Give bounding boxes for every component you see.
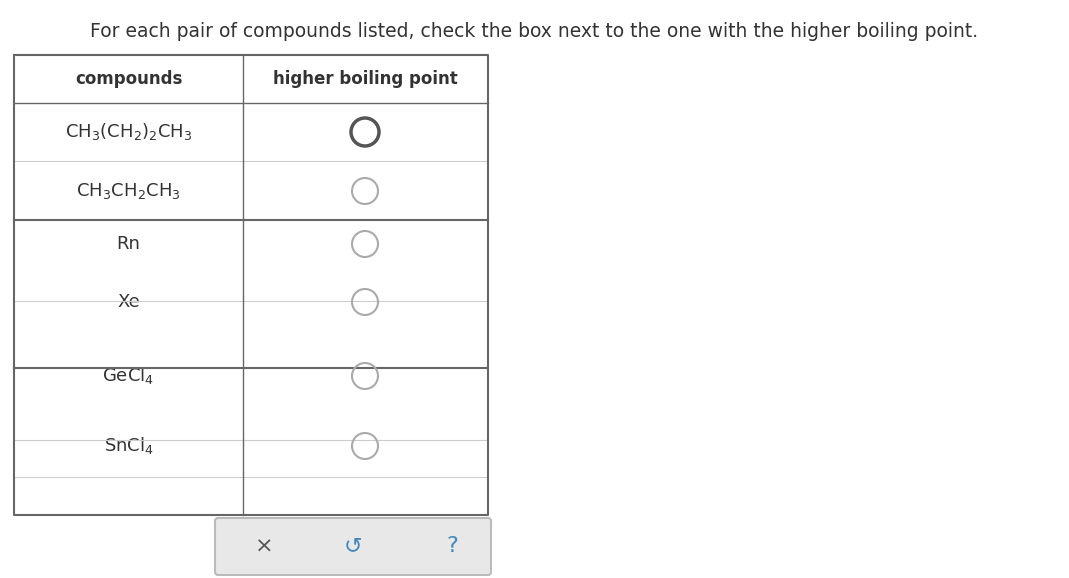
Text: Rn: Rn xyxy=(117,235,140,253)
Text: $\mathregular{CH_3(CH_2)_2CH_3}$: $\mathregular{CH_3(CH_2)_2CH_3}$ xyxy=(65,121,192,143)
Text: Xe: Xe xyxy=(118,293,140,311)
Ellipse shape xyxy=(359,125,371,138)
Text: $\mathregular{GeCl_4}$: $\mathregular{GeCl_4}$ xyxy=(103,365,155,387)
FancyBboxPatch shape xyxy=(215,518,491,575)
Text: higher boiling point: higher boiling point xyxy=(273,70,458,88)
Text: $\mathregular{SnCl_4}$: $\mathregular{SnCl_4}$ xyxy=(104,435,154,457)
Text: ?: ? xyxy=(446,536,458,557)
Text: ↺: ↺ xyxy=(344,536,362,557)
Text: $\mathregular{CH_3CH_2CH_3}$: $\mathregular{CH_3CH_2CH_3}$ xyxy=(76,181,181,201)
Text: compounds: compounds xyxy=(75,70,182,88)
Text: ×: × xyxy=(254,536,274,557)
Text: For each pair of compounds listed, check the box next to the one with the higher: For each pair of compounds listed, check… xyxy=(90,22,978,41)
